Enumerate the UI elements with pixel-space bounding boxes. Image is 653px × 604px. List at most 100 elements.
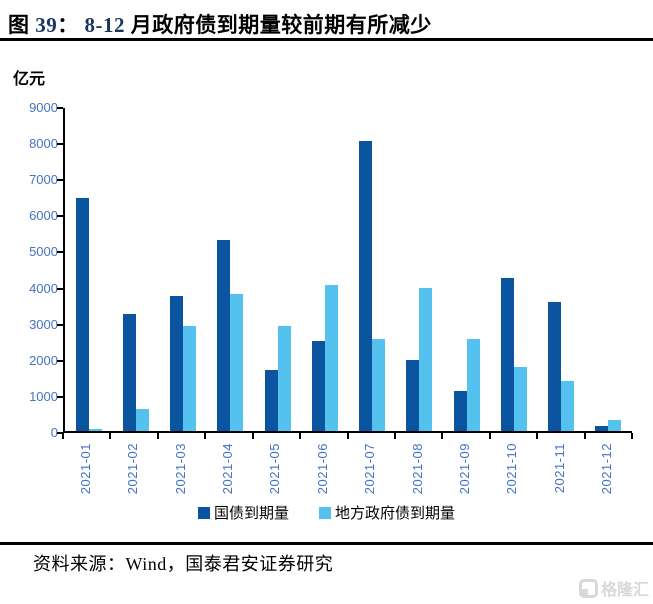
- bar: [183, 325, 197, 431]
- x-tick-label: 2021-12: [599, 443, 615, 495]
- bar: [500, 278, 514, 431]
- watermark: 格隆汇: [578, 576, 649, 600]
- bar-group: [207, 108, 254, 431]
- y-axis-unit-label: 亿元: [13, 71, 46, 88]
- watermark-logo-icon: [578, 578, 598, 598]
- x-tick-label: 2021-05: [267, 443, 283, 495]
- legend-swatch-treasury: [197, 506, 210, 519]
- y-tick-mark: [57, 179, 63, 182]
- bar: [513, 367, 527, 431]
- figure-title: 图 39： 8-12 月政府债到期量较前期有所减少: [8, 9, 432, 39]
- x-tick-mark: [631, 433, 633, 439]
- x-tick-mark: [346, 433, 349, 439]
- legend-label-treasury: 国债到期量: [213, 506, 289, 522]
- x-tick-mark: [62, 433, 64, 439]
- bar: [88, 428, 102, 431]
- bar: [170, 295, 184, 431]
- title-prefix: 图: [8, 13, 36, 37]
- bar: [419, 287, 433, 431]
- x-tick-mark: [393, 433, 396, 439]
- bar: [453, 391, 467, 431]
- bar: [217, 239, 231, 431]
- x-tick-mark: [109, 433, 112, 439]
- y-tick-mark: [57, 107, 63, 109]
- y-tick-label: 6000: [29, 208, 58, 224]
- x-tick-mark: [536, 433, 539, 439]
- y-tick-label: 4000: [29, 280, 58, 296]
- x-tick-mark: [204, 433, 207, 439]
- x-tick-label: 2021-03: [172, 443, 188, 495]
- y-tick-mark: [57, 215, 63, 218]
- x-tick-label: 2021-10: [504, 443, 520, 495]
- title-highlight: 8-12: [84, 13, 125, 37]
- bar-group: [65, 108, 112, 431]
- watermark-logo-notch: [580, 588, 588, 596]
- bar-group: [160, 108, 207, 431]
- bar: [135, 409, 149, 431]
- x-tick-label: 2021-08: [409, 443, 425, 495]
- bar: [230, 294, 244, 431]
- bar: [595, 425, 609, 431]
- bar: [406, 359, 420, 431]
- x-tick-mark: [583, 433, 586, 439]
- y-tick-label: 8000: [29, 136, 58, 152]
- y-tick-label: 3000: [29, 316, 58, 332]
- legend-label-local-gov: 地方政府债到期量: [335, 506, 456, 522]
- y-tick-mark: [57, 359, 63, 362]
- source-note: 资料来源：Wind，国泰君安证券研究: [33, 554, 334, 574]
- x-tick-label: 2021-01: [77, 443, 93, 495]
- legend-item-treasury: 国债到期量: [197, 502, 289, 523]
- y-tick-label: 9000: [29, 100, 58, 115]
- bar-group: [112, 108, 159, 431]
- bar: [122, 313, 136, 431]
- bar-group: [301, 108, 348, 431]
- y-tick-label: 7000: [29, 172, 58, 188]
- x-tick-label: 2021-04: [219, 443, 235, 495]
- x-tick-label: 2021-02: [125, 443, 141, 495]
- x-tick-label: 2021-11: [551, 443, 567, 494]
- x-tick-mark: [441, 433, 444, 439]
- x-tick-mark: [251, 433, 254, 439]
- x-tick-mark: [299, 433, 302, 439]
- x-tick-label: 2021-07: [362, 443, 378, 495]
- bar: [466, 338, 480, 431]
- bar: [372, 339, 386, 431]
- watermark-text: 格隆汇: [600, 582, 649, 599]
- bottom-divider: [0, 542, 653, 545]
- bar-group: [538, 108, 585, 431]
- bar-group: [254, 108, 301, 431]
- bar-group: [443, 108, 490, 431]
- bar-group: [349, 108, 396, 431]
- y-tick-mark: [57, 323, 63, 326]
- x-tick-label: 2021-06: [314, 443, 330, 495]
- legend-item-local-gov: 地方政府债到期量: [319, 502, 455, 523]
- y-tick-mark: [57, 432, 63, 434]
- title-divider: [0, 38, 653, 41]
- plot-area: [63, 108, 632, 433]
- y-tick-label: 5000: [29, 244, 58, 260]
- bar: [75, 198, 89, 431]
- bar: [264, 369, 278, 431]
- bar: [548, 302, 562, 431]
- bar: [561, 381, 575, 431]
- y-tick-mark: [57, 287, 63, 290]
- chart-legend: 国债到期量 地方政府债到期量: [0, 502, 653, 523]
- bar: [324, 285, 338, 431]
- x-tick-mark: [156, 433, 159, 439]
- bar-group: [585, 108, 632, 431]
- legend-swatch-local-gov: [319, 506, 331, 519]
- y-tick-label: 1000: [29, 388, 58, 404]
- bar: [311, 341, 325, 431]
- title-rest: 月政府债到期量较前期有所减少: [125, 13, 432, 37]
- y-tick-mark: [57, 143, 63, 146]
- y-tick-mark: [57, 395, 63, 398]
- y-tick-label: 0: [50, 425, 58, 440]
- x-tick-label: 2021-09: [457, 443, 473, 495]
- bar-group: [490, 108, 537, 431]
- bar: [277, 325, 291, 431]
- title-colon: ：: [57, 13, 85, 37]
- y-tick-mark: [57, 251, 63, 254]
- title-figure-number: 39: [35, 13, 58, 37]
- bar: [608, 420, 622, 431]
